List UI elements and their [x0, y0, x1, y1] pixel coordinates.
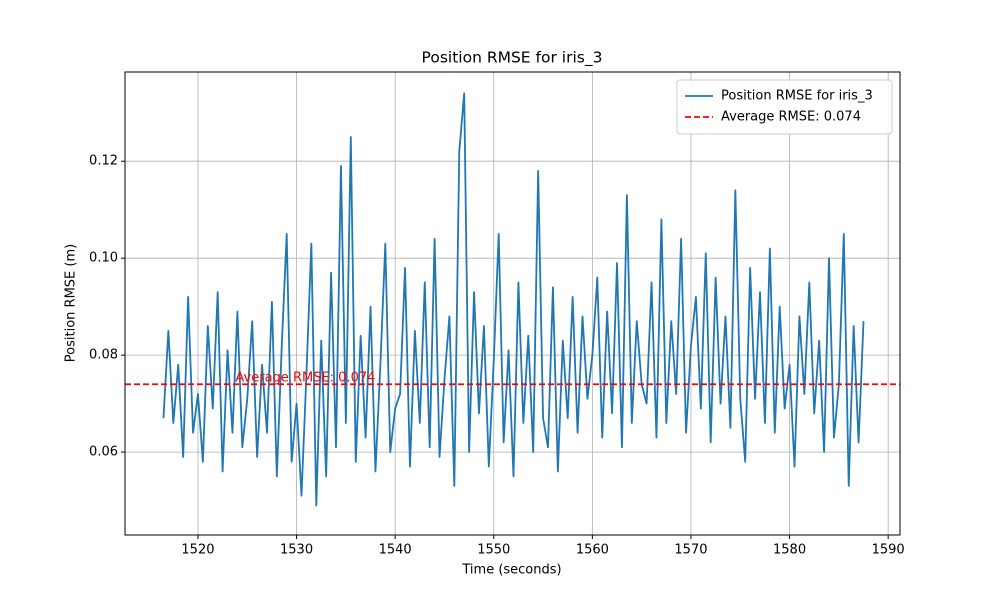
- annotation: Average RMSE: 0.074: [235, 370, 375, 385]
- x-tick-label: 1570: [674, 543, 707, 558]
- x-tick-label: 1540: [379, 543, 412, 558]
- y-tick-label: 0.08: [89, 348, 118, 363]
- data-line: [162, 92, 865, 507]
- y-tick-label: 0.12: [89, 154, 118, 169]
- legend-label: Average RMSE: 0.074: [721, 110, 861, 125]
- x-tick-label: 1530: [280, 543, 313, 558]
- x-tick-label: 1560: [576, 543, 609, 558]
- x-tick-label: 1580: [773, 543, 806, 558]
- y-tick-label: 0.10: [89, 251, 118, 266]
- legend-label: Position RMSE for iris_3: [721, 89, 873, 104]
- y-tick-label: 0.06: [89, 445, 118, 460]
- x-tick-label: 1590: [872, 543, 905, 558]
- x-tick-label: 1520: [181, 543, 214, 558]
- legend-box: [676, 79, 893, 135]
- plot-frame: [124, 71, 901, 536]
- chart-title: Position RMSE for iris_3: [422, 49, 603, 68]
- y-axis-label: Position RMSE (m): [64, 244, 79, 362]
- x-axis-label: Time (seconds): [461, 563, 561, 578]
- x-tick-label: 1550: [477, 543, 510, 558]
